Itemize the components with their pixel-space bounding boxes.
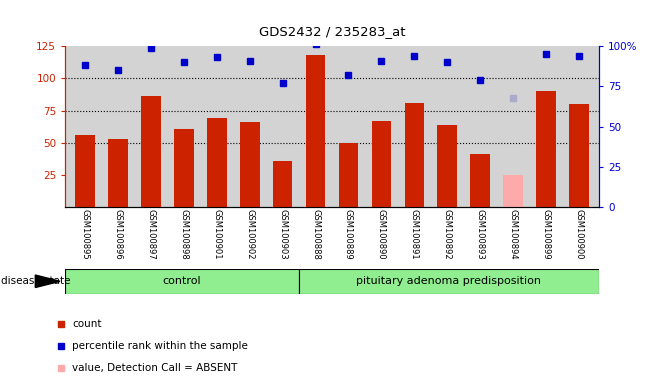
Text: GSM100894: GSM100894 [508,209,518,260]
Text: GSM100897: GSM100897 [146,209,156,260]
Text: GSM100895: GSM100895 [80,209,89,260]
Text: GSM100890: GSM100890 [377,209,386,260]
Text: GSM100901: GSM100901 [212,209,221,260]
Text: value, Detection Call = ABSENT: value, Detection Call = ABSENT [72,363,238,373]
Bar [273,161,292,207]
Bar [299,269,599,294]
Text: GSM100902: GSM100902 [245,209,254,260]
Text: GSM100896: GSM100896 [113,209,122,260]
Text: GSM100899: GSM100899 [542,209,551,260]
Bar [108,139,128,207]
Text: GSM100893: GSM100893 [476,209,485,260]
Text: GSM100903: GSM100903 [278,209,287,260]
Bar [306,55,326,207]
Text: GDS2432 / 235283_at: GDS2432 / 235283_at [258,25,406,38]
Text: disease state: disease state [1,276,71,286]
Text: percentile rank within the sample: percentile rank within the sample [72,341,248,351]
Bar [437,125,457,207]
Bar [569,104,589,207]
Text: GSM100892: GSM100892 [443,209,452,260]
Polygon shape [35,275,60,288]
Bar [372,121,391,207]
Bar [339,143,358,207]
Bar [174,129,193,207]
Text: control: control [163,276,201,286]
Bar [503,175,523,207]
Bar [240,122,260,207]
Bar [207,118,227,207]
Text: GSM100889: GSM100889 [344,209,353,260]
Bar [141,96,161,207]
Bar [75,135,95,207]
Text: pituitary adenoma predisposition: pituitary adenoma predisposition [356,276,541,286]
Bar [65,269,299,294]
Text: GSM100900: GSM100900 [575,209,584,260]
Bar [471,154,490,207]
Bar [404,103,424,207]
Text: count: count [72,319,102,329]
Text: GSM100888: GSM100888 [311,209,320,260]
Bar [536,91,556,207]
Text: GSM100898: GSM100898 [179,209,188,260]
Text: GSM100891: GSM100891 [410,209,419,260]
